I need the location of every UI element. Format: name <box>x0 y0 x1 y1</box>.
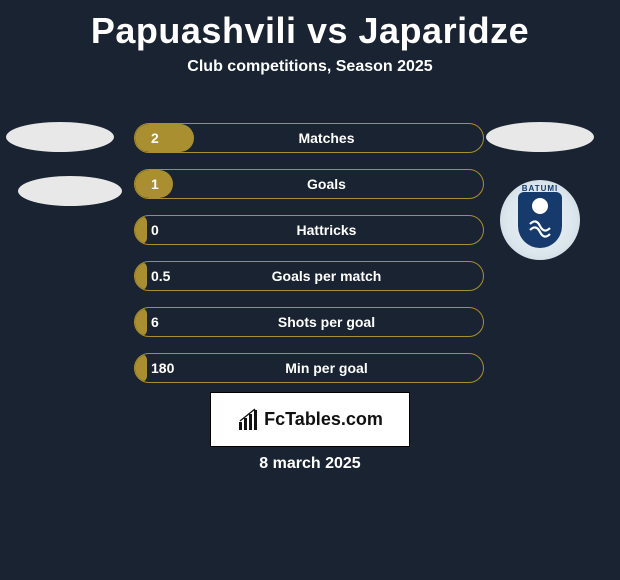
bar-label: Matches <box>135 124 483 152</box>
club-shield-icon <box>518 192 562 248</box>
player-left-oval-2 <box>18 176 122 206</box>
bar-label: Hattricks <box>135 216 483 244</box>
fctables-logo-text: FcTables.com <box>264 409 383 430</box>
bar-label: Goals <box>135 170 483 198</box>
infographic-container: Papuashvili vs Japaridze Club competitio… <box>0 0 620 580</box>
bar-matches: 2 Matches <box>134 123 484 153</box>
bar-label: Goals per match <box>135 262 483 290</box>
player-right-oval-1 <box>486 122 594 152</box>
player-left-oval-1 <box>6 122 114 152</box>
stat-bars: 2 Matches 1 Goals 0 Hattricks 0.5 Goals … <box>134 123 484 399</box>
club-wave-icon <box>526 220 554 240</box>
club-logo-right: BATUMI <box>500 180 580 260</box>
bar-goals-per-match: 0.5 Goals per match <box>134 261 484 291</box>
bar-label: Min per goal <box>135 354 483 382</box>
fctables-logo-box: FcTables.com <box>210 392 410 447</box>
page-title: Papuashvili vs Japaridze <box>0 0 620 52</box>
club-ball-icon <box>532 198 548 214</box>
bar-shots-per-goal: 6 Shots per goal <box>134 307 484 337</box>
fctables-icon <box>237 408 261 432</box>
date-text: 8 march 2025 <box>0 455 620 473</box>
bar-label: Shots per goal <box>135 308 483 336</box>
bar-hattricks: 0 Hattricks <box>134 215 484 245</box>
bar-goals: 1 Goals <box>134 169 484 199</box>
subtitle: Club competitions, Season 2025 <box>0 58 620 76</box>
bar-min-per-goal: 180 Min per goal <box>134 353 484 383</box>
